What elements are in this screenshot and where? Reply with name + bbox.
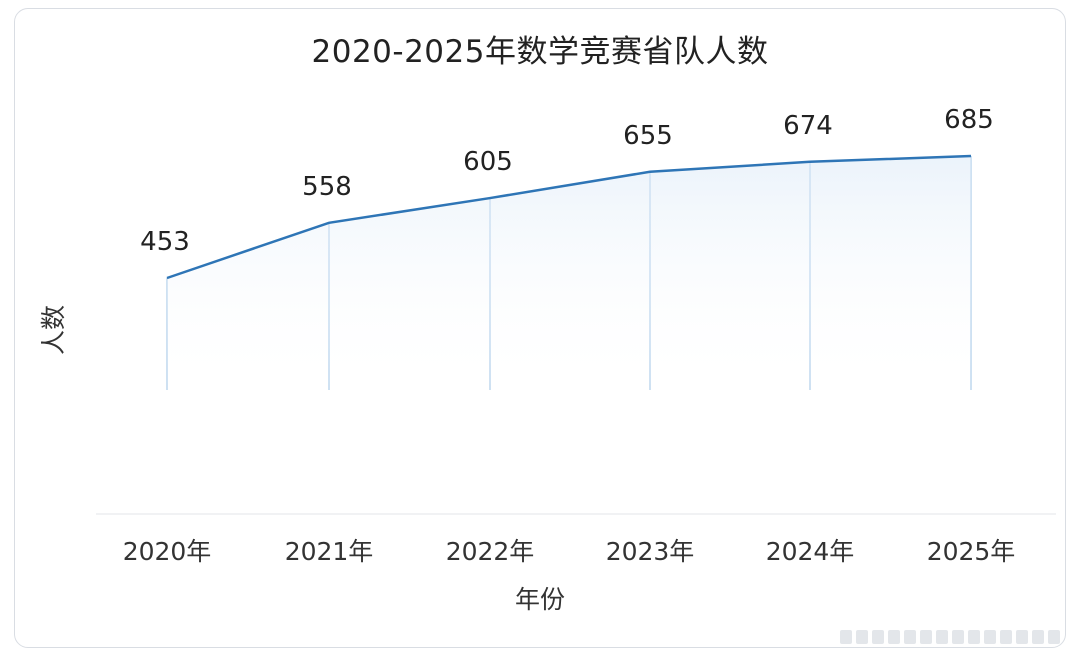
x-axis-label: 年份: [514, 585, 565, 614]
x-tick-label-3: 2023年: [606, 537, 695, 566]
watermark: [840, 630, 1060, 644]
data-label-0: 453: [140, 227, 190, 257]
data-label-1: 558: [302, 172, 352, 202]
x-tick-label-1: 2021年: [285, 537, 374, 566]
x-tick-label-5: 2025年: [927, 537, 1016, 566]
x-tick-label-4: 2024年: [766, 537, 855, 566]
chart-title: 2020-2025年数学竞赛省队人数: [311, 34, 769, 70]
data-label-4: 674: [783, 111, 833, 141]
area-fill: [167, 156, 971, 390]
data-label-2: 605: [463, 147, 513, 177]
x-tick-label-2: 2022年: [446, 537, 535, 566]
data-label-5: 685: [944, 105, 994, 135]
x-tick-label-0: 2020年: [123, 537, 212, 566]
series-line: [166, 154, 972, 280]
data-label-3: 655: [623, 121, 673, 151]
